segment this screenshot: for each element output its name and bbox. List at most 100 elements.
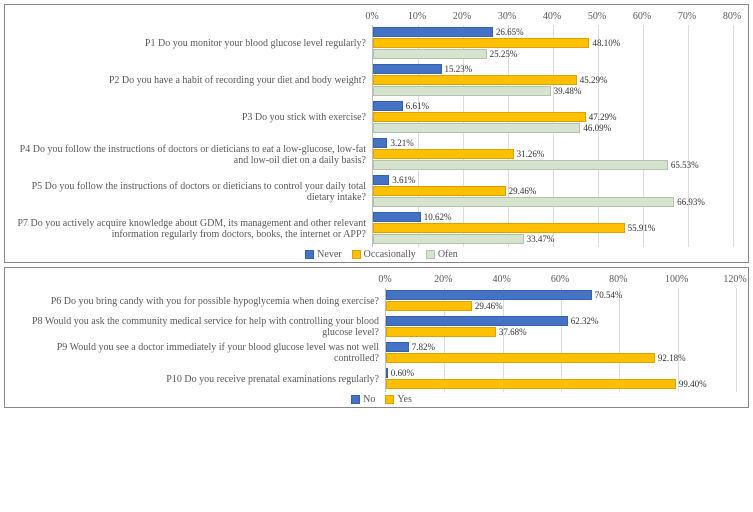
bar-often — [373, 86, 551, 96]
tick-label: 70% — [678, 11, 696, 22]
value-label: 45.29% — [577, 75, 608, 85]
tick-label: 0% — [378, 274, 391, 285]
bar-area: 3.21% 31.26% 65.53% — [372, 136, 732, 173]
question-label: P7 Do you actively acquire knowledge abo… — [15, 218, 372, 240]
legend-swatch — [352, 250, 361, 259]
bar-often — [373, 234, 524, 244]
question-row: P5 Do you follow the instructions of doc… — [15, 173, 738, 210]
bar-area: 6.61% 47.29%46.09% — [372, 99, 732, 136]
bar-area: 0.60%99.40% — [385, 366, 735, 392]
chart-top: 0%10%20%30%40%50%60%70%80%P1 Do you moni… — [4, 4, 749, 263]
legend-label: Occasionally — [364, 249, 416, 260]
bar-occ — [373, 223, 625, 233]
bar-never — [373, 175, 389, 185]
bar-no — [386, 290, 592, 300]
question-row: P6 Do you bring candy with you for possi… — [15, 288, 738, 314]
tick-label: 0% — [365, 11, 378, 22]
tick-label: 40% — [543, 11, 561, 22]
x-axis: 0%10%20%30%40%50%60%70%80% — [15, 11, 738, 25]
bar-often — [373, 160, 668, 170]
question-label: P6 Do you bring candy with you for possi… — [15, 296, 385, 307]
bar-occ — [373, 38, 589, 48]
bar-never — [373, 212, 421, 222]
legend-swatch — [305, 250, 314, 259]
bar-never — [373, 27, 493, 37]
value-label: 7.82% — [409, 342, 435, 352]
question-label: P1 Do you monitor your blood glucose lev… — [15, 38, 372, 49]
value-label: 47.29% — [586, 112, 617, 122]
chart-bottom: 0% 20% 40% 60% 80% 100% 120% P6 Do you bring ca… — [4, 267, 749, 408]
value-label: 26.65% — [493, 27, 524, 37]
bar-occ — [373, 186, 506, 196]
tick-label: 80% — [609, 274, 627, 285]
legend-label: Never — [317, 249, 341, 260]
value-label: 3.21% — [387, 138, 413, 148]
bar-often — [373, 49, 487, 59]
value-label: 6.61% — [403, 101, 429, 111]
question-label: P3 Do you stick with exercise? — [15, 112, 372, 123]
tick-label: 30% — [498, 11, 516, 22]
question-label: P4 Do you follow the instructions of doc… — [15, 144, 372, 166]
bar-area: 62.32% 37.68% — [385, 314, 735, 340]
value-label: 65.53% — [668, 160, 699, 170]
bar-yes — [386, 353, 655, 363]
question-row: P10 Do you receive prenatal examinations… — [15, 366, 738, 392]
tick-label: 100% — [665, 274, 688, 285]
bar-no — [386, 342, 409, 352]
bar-yes — [386, 301, 472, 311]
value-label: 29.46% — [472, 301, 503, 311]
bar-occ — [373, 112, 586, 122]
value-label: 37.68% — [496, 327, 527, 337]
bar-occ — [373, 75, 577, 85]
question-row: P8 Would you ask the community medical s… — [15, 314, 738, 340]
legend-swatch — [385, 395, 394, 404]
question-row: P2 Do you have a habit of recording your… — [15, 62, 738, 99]
value-label: 3.61% — [389, 175, 415, 185]
bar-area: 3.61% 29.46% 66.93% — [372, 173, 732, 210]
tick-label: 10% — [408, 11, 426, 22]
tick-label: 120% — [723, 274, 746, 285]
legend-label: No — [363, 394, 375, 405]
bar-no — [386, 316, 568, 326]
legend: No Yes — [15, 392, 738, 405]
value-label: 92.18% — [655, 353, 686, 363]
bar-area: 10.62%55.91%33.47% — [372, 210, 732, 247]
question-row: P7 Do you actively acquire knowledge abo… — [15, 210, 738, 247]
tick-label: 60% — [633, 11, 651, 22]
legend-label: Ofen — [438, 249, 458, 260]
bar-often — [373, 197, 674, 207]
tick-label: 20% — [434, 274, 452, 285]
value-label: 33.47% — [524, 234, 555, 244]
value-label: 39.48% — [551, 86, 582, 96]
bar-area: 26.65% 48.10% 25.25% — [372, 25, 732, 62]
bar-never — [373, 101, 403, 111]
value-label: 25.25% — [487, 49, 518, 59]
question-row: P3 Do you stick with exercise? 6.61% 47.29… — [15, 99, 738, 136]
value-label: 31.26% — [514, 149, 545, 159]
value-label: 70.54% — [592, 290, 623, 300]
tick-label: 40% — [492, 274, 510, 285]
question-label: P10 Do you receive prenatal examinations… — [15, 374, 385, 385]
bar-area: 70.54% 29.46% — [385, 288, 735, 314]
question-label: P2 Do you have a habit of recording your… — [15, 75, 372, 86]
value-label: 55.91% — [625, 223, 656, 233]
tick-label: 20% — [453, 11, 471, 22]
value-label: 0.60% — [388, 368, 414, 378]
bar-never — [373, 64, 442, 74]
bar-often — [373, 123, 580, 133]
legend-label: Yes — [397, 394, 412, 405]
value-label: 46.09% — [580, 123, 611, 133]
value-label: 29.46% — [506, 186, 537, 196]
question-label: P9 Would you see a doctor immediately if… — [15, 342, 385, 364]
question-row: P1 Do you monitor your blood glucose lev… — [15, 25, 738, 62]
value-label: 66.93% — [674, 197, 705, 207]
value-label: 48.10% — [589, 38, 620, 48]
question-label: P8 Would you ask the community medical s… — [15, 316, 385, 338]
legend-swatch — [426, 250, 435, 259]
value-label: 15.23% — [442, 64, 473, 74]
bar-yes — [386, 379, 676, 389]
legend: Never Occasionally Ofen — [15, 247, 738, 260]
tick-label: 60% — [551, 274, 569, 285]
value-label: 62.32% — [568, 316, 599, 326]
question-row: P9 Would you see a doctor immediately if… — [15, 340, 738, 366]
